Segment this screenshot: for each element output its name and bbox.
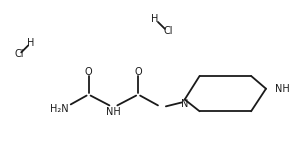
Text: H: H — [151, 14, 159, 24]
Text: NH: NH — [275, 84, 290, 94]
Text: H₂N: H₂N — [50, 104, 68, 114]
Text: H: H — [27, 38, 35, 48]
Text: Cl: Cl — [163, 26, 172, 36]
Text: Cl: Cl — [14, 49, 24, 59]
Text: NH: NH — [106, 107, 121, 117]
Text: O: O — [85, 67, 92, 77]
Text: N: N — [181, 99, 188, 109]
Text: O: O — [134, 67, 142, 77]
